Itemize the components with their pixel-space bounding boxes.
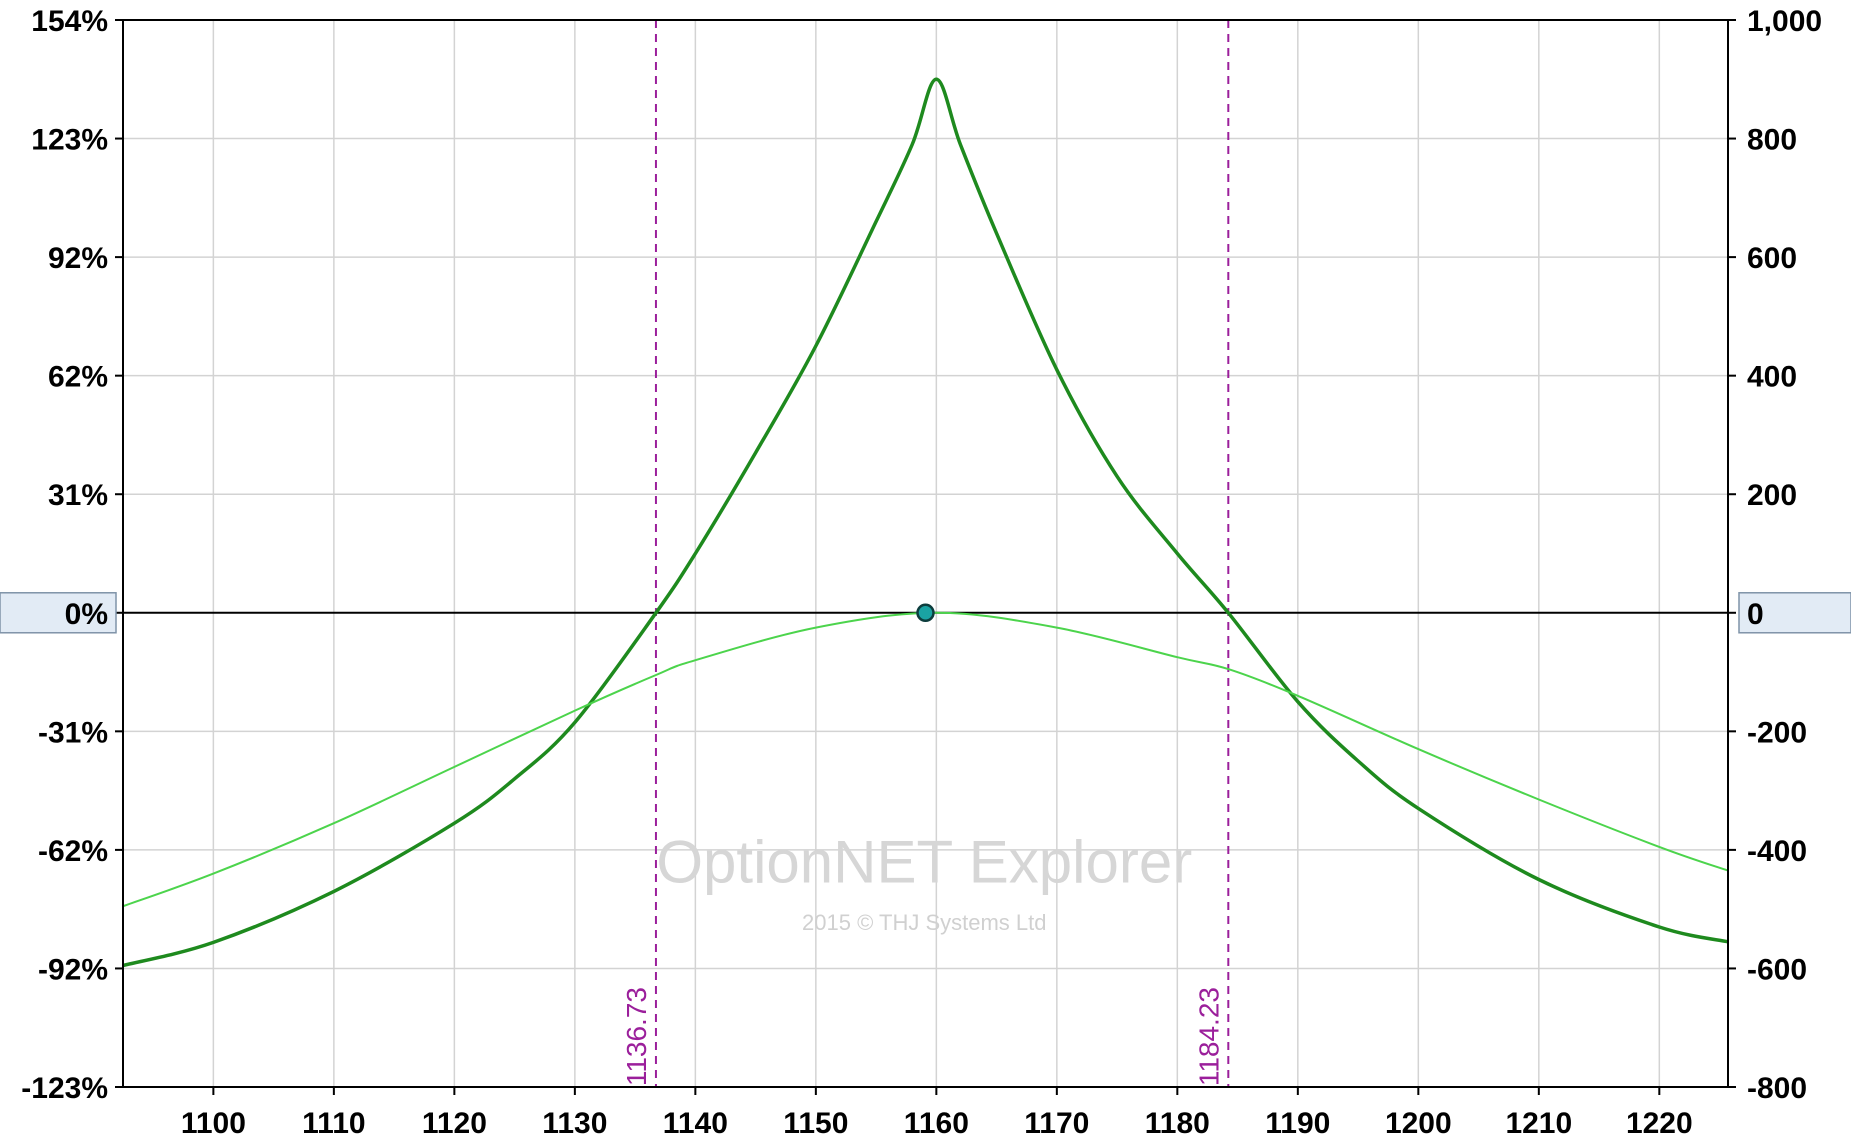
x-tick-label: 1190	[1265, 1107, 1330, 1140]
y-left-tick-label: 92%	[48, 242, 108, 275]
watermark-title: OptionNET Explorer	[656, 828, 1192, 895]
y-right-tick-label: 200	[1747, 479, 1797, 512]
expiration-pnl-line	[122, 77, 1729, 968]
breakeven-label: 1136.73	[621, 987, 652, 1086]
x-tick-label: 1140	[663, 1107, 728, 1140]
y-right-tick-label: 0	[1747, 598, 1764, 631]
series	[122, 77, 1729, 968]
y-left-tick-label: -62%	[38, 835, 108, 868]
y-left-tick-label: -31%	[38, 716, 108, 749]
y-right-tick-label: -800	[1747, 1072, 1807, 1105]
breakeven-label: 1184.23	[1193, 987, 1224, 1086]
y-left-tick-label: 62%	[48, 361, 108, 394]
y-right-tick-label: -400	[1747, 835, 1807, 868]
current-point	[916, 603, 935, 623]
watermark: OptionNET Explorer 2015 © THJ Systems Lt…	[656, 828, 1192, 934]
x-tick-label: 1130	[542, 1107, 607, 1140]
zero-label-box-left	[0, 592, 117, 634]
current-price-marker	[916, 603, 935, 623]
y-left-tick-label: 0%	[65, 598, 108, 631]
watermark-subtitle: 2015 © THJ Systems Ltd	[802, 910, 1046, 935]
y-right-tick-label: -200	[1747, 716, 1807, 749]
x-tick-label: 1160	[904, 1107, 969, 1140]
x-tick-label: 1200	[1385, 1107, 1452, 1140]
y-left-tick-label: 154%	[31, 5, 108, 38]
y-axis-left: -123% -92% -62% -31% 0% 31% 62% 92% 123% 154%	[0, 5, 123, 1105]
x-tick-label: 1220	[1626, 1107, 1693, 1140]
y-right-tick-label: 800	[1747, 124, 1797, 157]
breakevens: 1136.73 1184.23	[621, 20, 1230, 1087]
x-tick-label: 1180	[1145, 1107, 1210, 1140]
y-left-tick-label: 123%	[31, 124, 108, 157]
x-tick-label: 1150	[783, 1107, 848, 1140]
today-pnl-line	[122, 611, 1729, 908]
x-tick-label: 1120	[422, 1107, 487, 1140]
x-tick-label: 1110	[302, 1107, 365, 1140]
zero-label-box-right	[1738, 592, 1851, 634]
y-axis-right: -800 -600 -400 -200 0 200 400 600 800 1,000	[1728, 5, 1851, 1105]
x-tick-label: 1210	[1505, 1107, 1572, 1140]
x-tick-label: 1100	[181, 1107, 246, 1140]
y-left-tick-label: -123%	[21, 1072, 108, 1105]
plot-frame	[122, 19, 1729, 1088]
y-right-tick-label: 1,000	[1747, 5, 1822, 38]
x-tick-label: 1170	[1024, 1107, 1089, 1140]
x-axis: 1100 1110 1120 1130 1140 1150 1160 1170 1180 1190…	[181, 1087, 1693, 1140]
y-right-tick-label: 400	[1747, 361, 1797, 394]
y-left-tick-label: 31%	[48, 479, 108, 512]
y-left-tick-label: -92%	[38, 953, 108, 986]
plot-border	[122, 19, 1729, 1088]
y-right-tick-label: -600	[1747, 953, 1807, 986]
y-right-tick-label: 600	[1747, 242, 1797, 275]
